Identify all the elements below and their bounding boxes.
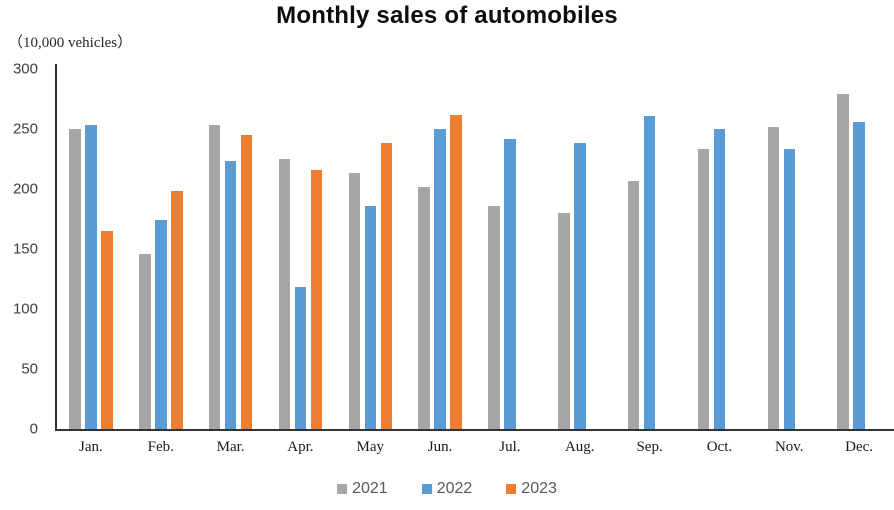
bar-2023-apr (310, 169, 323, 429)
bar-2021-mar (208, 125, 221, 429)
legend-item-2023: 2023 (506, 480, 557, 498)
x-axis-labels: Jan. Feb. Mar. Apr. May Jun. Jul. Aug. Sep. Oct. N… (56, 439, 894, 459)
x-axis-line (55, 429, 894, 431)
y-axis-unit-label: （10,000 vehicles） (8, 35, 133, 51)
bar-2022-apr (294, 287, 307, 429)
x-axis-label-may: May (356, 439, 384, 455)
legend-item-2021: 2021 (337, 480, 388, 498)
x-axis-label-dec: Dec. (845, 439, 874, 455)
bar-2023-jun (450, 114, 462, 429)
y-tick-label-300: 300 (12, 60, 38, 78)
bar-2021-apr (278, 159, 291, 429)
bar-2021-aug (558, 213, 570, 429)
bar-2021-jan (69, 129, 81, 429)
bar-2022-aug (574, 143, 586, 429)
chart-title: Monthly sales of automobiles (276, 2, 618, 29)
bar-2021-nov (767, 126, 779, 429)
y-axis-tick-labels: 0 50 100 150 200 250 300 (0, 0, 38, 460)
x-axis-label-sep: Sep. (636, 439, 663, 455)
bar-2021-sep (627, 180, 640, 429)
bar-2023-feb (171, 191, 183, 429)
legend-swatch-2021 (337, 484, 348, 494)
bar-2022-jul (504, 138, 516, 429)
legend-item-2022: 2022 (421, 480, 473, 498)
y-tick-label-0: 0 (29, 420, 38, 438)
plot-area (56, 69, 894, 429)
bar-2023-may (380, 143, 392, 429)
legend-swatch-2023 (506, 484, 517, 494)
y-axis-line (55, 64, 57, 430)
bar-2022-sep (643, 115, 656, 429)
x-axis-label-apr: Apr. (287, 439, 314, 455)
x-axis-label-jul: Jul. (499, 439, 521, 455)
bar-2023-jan (101, 231, 113, 429)
x-axis-label-feb: Feb. (147, 439, 174, 455)
legend: 2021 2022 2023 (0, 480, 894, 498)
bar-2022-jun (434, 129, 446, 429)
legend-label-2021: 2021 (352, 480, 388, 497)
legend-label-2022: 2022 (436, 480, 473, 497)
bar-2022-nov (783, 149, 795, 429)
y-tick-label-50: 50 (21, 360, 38, 378)
legend-swatch-2022 (421, 484, 432, 494)
bar-2022-may (364, 205, 376, 429)
y-tick-label-200: 200 (12, 180, 38, 198)
bar-2022-dec (853, 121, 865, 429)
x-axis-label-jun: Jun. (427, 439, 453, 455)
x-axis-label-oct: Oct. (706, 439, 733, 455)
bar-2021-dec (837, 94, 849, 429)
bar-2022-feb (155, 220, 167, 429)
bar-2023-mar (240, 135, 253, 429)
bar-2021-jul (488, 205, 500, 429)
y-tick-label-100: 100 (12, 300, 38, 318)
bar-2021-may (348, 173, 360, 429)
x-axis-label-jan: Jan. (79, 439, 103, 455)
bar-2021-feb (139, 253, 151, 429)
legend-label-2023: 2023 (521, 480, 557, 497)
bar-2022-oct (713, 129, 726, 429)
y-tick-label-150: 150 (12, 240, 38, 258)
x-axis-label-aug: Aug. (564, 439, 595, 455)
bar-2022-jan (85, 125, 97, 429)
x-axis-label-mar: Mar. (216, 439, 245, 455)
y-tick-label-250: 250 (12, 120, 38, 138)
bar-2021-jun (418, 186, 430, 429)
x-axis-label-nov: Nov. (774, 439, 804, 455)
bar-2022-mar (224, 161, 237, 429)
bar-2021-oct (697, 149, 710, 429)
